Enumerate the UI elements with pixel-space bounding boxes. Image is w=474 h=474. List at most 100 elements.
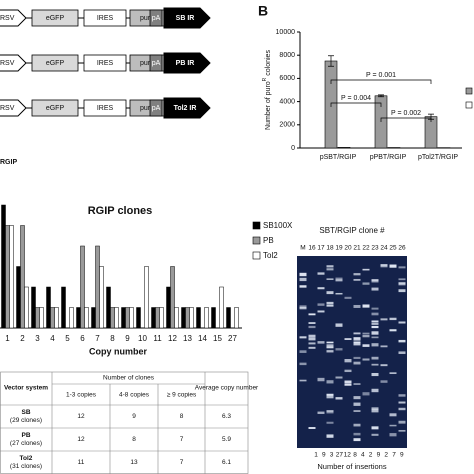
gel-band [353, 432, 361, 436]
chart-title: RGIP clones [88, 205, 153, 217]
gel-band [398, 420, 406, 424]
gel-band [326, 421, 334, 424]
gel-band [353, 273, 361, 276]
gel-band [380, 364, 388, 367]
x-tick-label: 1 [5, 334, 10, 343]
x-tick-label: pPBT/RGIP [370, 154, 407, 161]
significance-label: P = 0.004 [341, 95, 371, 102]
legend-swatch [465, 87, 473, 95]
gel-band [353, 410, 361, 412]
gel-band [326, 344, 334, 348]
bar [16, 266, 21, 329]
gel-band [362, 334, 370, 338]
gel-band [389, 264, 397, 268]
lane-label: 18 [326, 245, 334, 252]
bar [196, 307, 201, 329]
bar [69, 307, 74, 329]
element-label: pA [152, 105, 161, 112]
gel-band [398, 394, 406, 397]
row-sublabel: (31 clones) [10, 463, 42, 470]
gel-band [353, 304, 361, 308]
y-axis-title-part: Number of puro [265, 81, 272, 130]
legend-swatch [252, 221, 261, 230]
table-header: Vector system [4, 385, 48, 392]
legend-label: PB [263, 236, 274, 245]
gel-band [299, 272, 307, 277]
bar [185, 307, 190, 329]
gel-band [398, 289, 406, 293]
gel-band [389, 329, 397, 332]
bar [211, 307, 216, 329]
gel-band [371, 322, 379, 325]
gel-band [335, 323, 343, 327]
bar [76, 307, 81, 329]
gel-image [297, 256, 407, 448]
gel-band [371, 433, 379, 436]
promoter-arrow [0, 99, 27, 117]
gel-band [308, 334, 316, 338]
gel-band [353, 278, 361, 281]
gel-band [326, 265, 334, 268]
gel-band [317, 411, 325, 414]
lane-label: 20 [344, 245, 352, 252]
gel-band [299, 305, 307, 309]
gel-band [371, 325, 379, 329]
y-axis-title: Number of puroR colonies [262, 50, 272, 130]
lane-label: 24 [380, 245, 388, 252]
gel-band [371, 331, 379, 335]
gel-band [371, 320, 379, 323]
gel-band [371, 343, 379, 347]
element-label: puro [140, 15, 154, 22]
x-tick-label: 27 [228, 334, 237, 343]
insertion-count: 9 [377, 452, 381, 459]
error-bar [378, 94, 384, 98]
gel-band [362, 268, 370, 271]
element-box [149, 54, 163, 72]
bar [46, 286, 51, 329]
x-tick-label: 12 [168, 334, 177, 343]
lane-label: M [300, 245, 305, 252]
gel-band [353, 396, 361, 400]
y-axis-title-part: colonies [265, 50, 272, 78]
element-box [83, 99, 127, 117]
gel-band [317, 377, 325, 382]
table-subheader: 4-8 copies [119, 392, 150, 399]
bar [95, 245, 100, 329]
gel-band [344, 369, 352, 373]
insertion-count: 7 [392, 452, 396, 459]
significance-label: P = 0.001 [366, 72, 396, 79]
element-box [83, 54, 127, 72]
table-cell: 9 [132, 413, 136, 420]
gel-band [344, 338, 352, 340]
gel-band [371, 426, 379, 430]
gel-band [344, 383, 352, 386]
gel-band [335, 277, 343, 281]
gel-band [362, 332, 370, 335]
bar [159, 307, 164, 329]
significance-label: P = 0.002 [391, 110, 421, 117]
gel-band [326, 395, 334, 399]
y-tick-label: 2000 [279, 122, 295, 129]
gel-band [362, 304, 370, 308]
element-box [31, 99, 79, 117]
lane-label: 26 [398, 245, 406, 252]
table-cell: 12 [77, 413, 85, 420]
gel-band [398, 339, 406, 343]
table-header: Number of clones [103, 375, 155, 382]
ir-label: PB IR [176, 60, 195, 67]
y-tick-label: 10000 [276, 29, 296, 36]
table-subheader: ≥ 9 copies [167, 392, 197, 399]
gel-band [398, 407, 406, 411]
gel-band [398, 429, 406, 432]
bar [106, 286, 111, 329]
x-tick-label: pSBT/RGIP [320, 154, 357, 161]
gel-band [389, 317, 397, 321]
lane-label: 21 [353, 245, 361, 252]
legend-label: Tol2 [263, 251, 278, 260]
gel-band [326, 268, 334, 271]
gel-band [335, 376, 343, 379]
bar [54, 307, 59, 329]
gel-band [326, 349, 334, 352]
